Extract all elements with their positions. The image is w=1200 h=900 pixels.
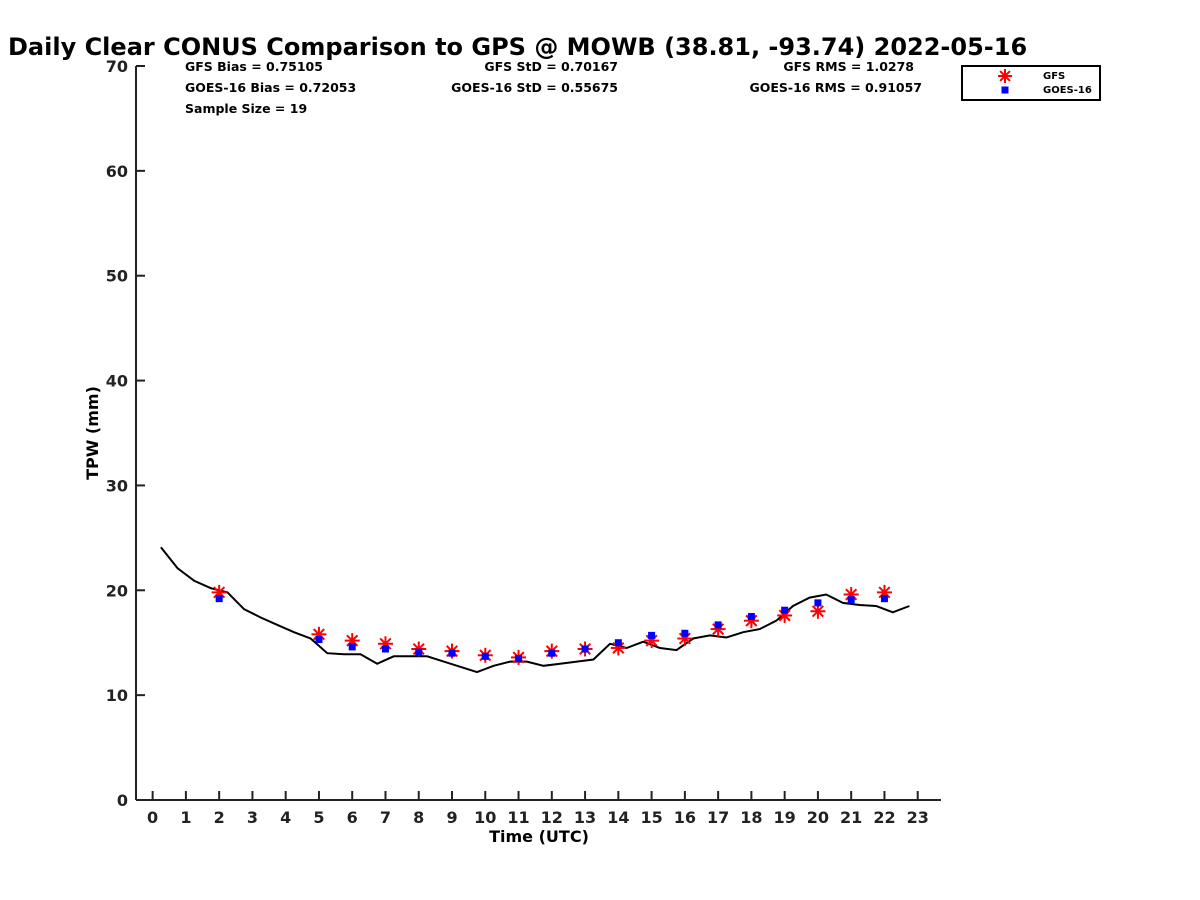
x-tick-label-5: 5 bbox=[313, 808, 324, 827]
y-tick-label-20: 20 bbox=[106, 581, 128, 600]
x-tick-label-8: 8 bbox=[413, 808, 424, 827]
goes16-point bbox=[481, 652, 489, 660]
goes16-point bbox=[880, 595, 888, 603]
x-tick-label-6: 6 bbox=[347, 808, 358, 827]
legend-label-goes16: GOES-16 bbox=[1043, 85, 1092, 96]
x-axis-label: Time (UTC) bbox=[489, 827, 589, 846]
x-tick-label-4: 4 bbox=[280, 808, 291, 827]
x-tick-label-0: 0 bbox=[147, 808, 158, 827]
goes-bias-stat: GOES-16 Bias = 0.72053 bbox=[185, 80, 356, 95]
goes16-point bbox=[548, 649, 556, 657]
goes-std-stat: GOES-16 StD = 0.55675 bbox=[451, 80, 618, 95]
sample-size-stat: Sample Size = 19 bbox=[185, 101, 307, 116]
goes16-point bbox=[515, 654, 523, 662]
y-axis-label: TPW (mm) bbox=[83, 386, 102, 480]
x-tick-label-7: 7 bbox=[380, 808, 391, 827]
goes16-point bbox=[614, 639, 622, 647]
x-tick-label-11: 11 bbox=[507, 808, 529, 827]
goes16-point bbox=[747, 613, 755, 620]
plot-area bbox=[160, 546, 910, 674]
goes-rms-stat: GOES-16 RMS = 0.91057 bbox=[749, 80, 922, 95]
x-tick-label-10: 10 bbox=[474, 808, 496, 827]
y-tick-label-0: 0 bbox=[117, 791, 128, 810]
legend-box bbox=[961, 65, 1101, 101]
gfs-point bbox=[377, 636, 393, 652]
y-tick-label-50: 50 bbox=[106, 267, 128, 286]
legend-marker-gfs bbox=[998, 69, 1012, 83]
legend-label-gfs: GFS bbox=[1043, 71, 1065, 82]
y-tick-label-70: 70 bbox=[106, 57, 128, 76]
x-tick-label-3: 3 bbox=[247, 808, 258, 827]
x-tick-label-1: 1 bbox=[180, 808, 191, 827]
x-tick-label-17: 17 bbox=[707, 808, 729, 827]
goes16-point bbox=[648, 631, 656, 639]
gfs-rms-stat: GFS RMS = 1.0278 bbox=[783, 59, 914, 74]
y-tick-label-60: 60 bbox=[106, 162, 128, 181]
goes16-point bbox=[814, 599, 822, 607]
gfs-point bbox=[610, 640, 626, 656]
y-tick-label-30: 30 bbox=[106, 476, 128, 495]
gps-line bbox=[160, 546, 910, 674]
x-tick-label-21: 21 bbox=[840, 808, 862, 827]
x-tick-label-22: 22 bbox=[873, 808, 895, 827]
x-tick-label-19: 19 bbox=[774, 808, 796, 827]
x-tick-label-14: 14 bbox=[607, 808, 629, 827]
goes16-point bbox=[381, 645, 389, 653]
goes16-point bbox=[415, 648, 423, 656]
goes16-point bbox=[315, 636, 323, 644]
gfs-std-stat: GFS StD = 0.70167 bbox=[484, 59, 618, 74]
y-tick-label-40: 40 bbox=[106, 372, 128, 391]
gfs-point bbox=[644, 633, 660, 649]
x-tick-label-12: 12 bbox=[541, 808, 563, 827]
goes16-point bbox=[681, 629, 689, 637]
goes16-point bbox=[847, 596, 855, 604]
chart-title: Daily Clear CONUS Comparison to GPS @ MO… bbox=[8, 33, 1027, 61]
legend-marker-goes16 bbox=[1001, 86, 1009, 94]
x-tick-label-23: 23 bbox=[907, 808, 929, 827]
x-tick-label-13: 13 bbox=[574, 808, 596, 827]
x-tick-label-15: 15 bbox=[640, 808, 662, 827]
goes16-point bbox=[348, 643, 356, 651]
gfs-bias-stat: GFS Bias = 0.75105 bbox=[185, 59, 323, 74]
x-tick-label-20: 20 bbox=[807, 808, 829, 827]
x-tick-label-18: 18 bbox=[740, 808, 762, 827]
goes16-point bbox=[781, 606, 789, 614]
x-tick-label-16: 16 bbox=[674, 808, 696, 827]
goes16-point bbox=[581, 645, 589, 653]
legend-markers bbox=[998, 69, 1012, 94]
x-tick-label-2: 2 bbox=[214, 808, 225, 827]
legend: GFS GOES-16 bbox=[961, 65, 1101, 101]
goes16-point bbox=[448, 649, 456, 657]
goes16-point bbox=[714, 621, 722, 629]
y-tick-label-10: 10 bbox=[106, 686, 128, 705]
goes16-point bbox=[215, 595, 223, 603]
x-tick-label-9: 9 bbox=[446, 808, 457, 827]
